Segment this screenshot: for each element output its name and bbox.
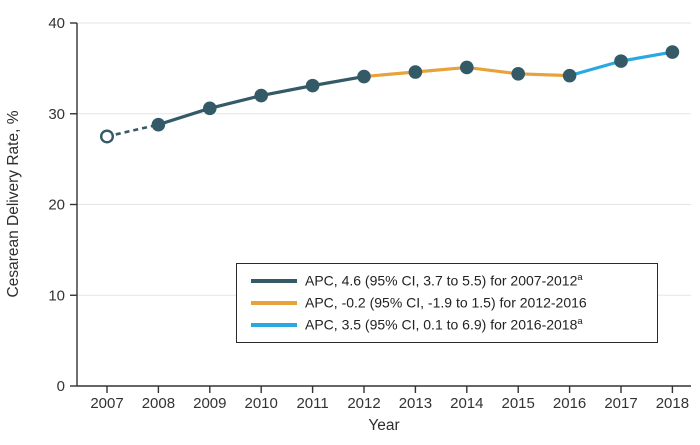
series-segment [363, 70, 416, 79]
series-segment [415, 65, 467, 74]
x-axis-title: Year [368, 417, 399, 434]
data-point [614, 54, 628, 68]
series-segment [312, 74, 365, 88]
legend-item-apc-2016-2018: APC, 3.5 (95% CI, 0.1 to 6.9) for 2016-2… [251, 315, 651, 333]
data-points-layer [99, 45, 680, 144]
legend-label: APC, 4.6 (95% CI, 3.7 to 5.5) for 2007-2… [305, 271, 583, 289]
data-point [151, 117, 166, 132]
series-segment [620, 50, 673, 63]
legend-item-apc-2012-2016: APC, -0.2 (95% CI, -1.9 to 1.5) for 2012… [251, 295, 651, 311]
x-tick-label: 2015 [502, 395, 535, 412]
data-point [562, 68, 577, 83]
legend-line-swatch-teal [251, 279, 297, 283]
x-tick-label: 2013 [399, 395, 432, 412]
x-tick-label: 2017 [604, 395, 637, 412]
footnote-marker: a [577, 271, 583, 283]
x-tick-label: 2007 [90, 395, 123, 412]
x-tick-label: 2016 [553, 395, 586, 412]
legend-item-apc-2007-2012: APC, 4.6 (95% CI, 3.7 to 5.5) for 2007-2… [251, 271, 651, 289]
x-tick-label: 2009 [193, 395, 226, 412]
legend-label: APC, -0.2 (95% CI, -1.9 to 1.5) for 2012… [305, 294, 587, 311]
y-axis-title: Cesarean Delivery Rate, % [5, 110, 22, 297]
x-tick-label: 2018 [656, 395, 689, 412]
series-segment [209, 94, 262, 110]
data-point [511, 67, 525, 81]
series-segment-dashed [106, 123, 159, 138]
y-tick-label: 40 [48, 15, 65, 32]
data-point-open-circle [99, 129, 114, 144]
y-tick-label: 10 [48, 287, 65, 304]
x-tick-label: 2014 [450, 395, 483, 412]
legend-line-swatch-blue [251, 323, 297, 327]
data-point [305, 78, 320, 93]
data-point [408, 65, 423, 79]
x-tick-label: 2010 [245, 395, 278, 412]
x-tick-label: 2008 [142, 395, 175, 412]
x-tick-label: 2012 [347, 395, 380, 412]
series-segment [466, 65, 519, 76]
legend-label: APC, 3.5 (95% CI, 0.1 to 6.9) for 2016-2… [305, 315, 583, 333]
y-tick-label: 20 [48, 197, 65, 214]
axes-layer: 0 10 20 30 40 2007 2008 2009 2010 2011 2012 2013 201… [48, 15, 691, 412]
gridlines-layer [77, 22, 691, 296]
footnote-marker: a [577, 315, 583, 327]
data-point [357, 69, 371, 84]
series-segment [569, 59, 622, 78]
data-point [254, 88, 268, 103]
data-point [460, 60, 474, 75]
series-lines-layer [106, 50, 673, 138]
legend-line-swatch-orange [251, 301, 297, 305]
series-segment [518, 72, 570, 78]
y-tick-label: 0 [57, 378, 65, 395]
chart-legend: APC, 4.6 (95% CI, 3.7 to 5.5) for 2007-2… [236, 263, 658, 343]
series-segment [157, 106, 211, 127]
series-segment [260, 84, 313, 98]
data-point [665, 45, 680, 59]
x-tick-label: 2011 [296, 395, 328, 412]
y-tick-label: 30 [48, 106, 65, 123]
data-point [203, 101, 217, 116]
